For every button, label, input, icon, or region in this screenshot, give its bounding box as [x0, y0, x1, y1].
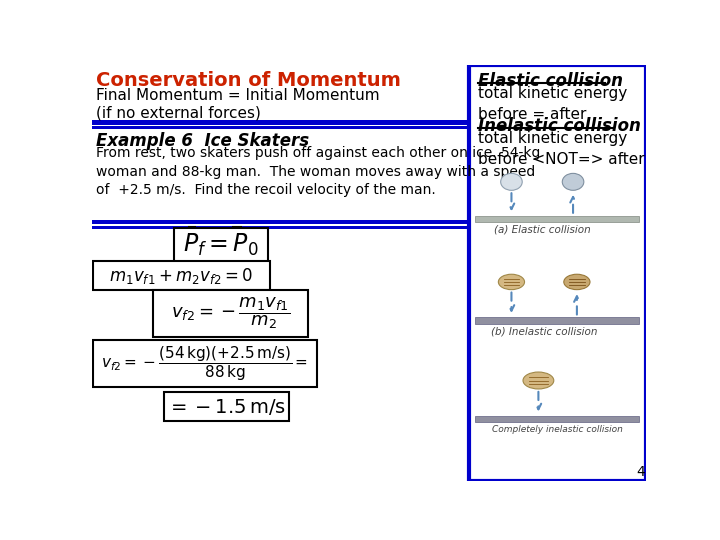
Text: Elastic collision: Elastic collision: [478, 72, 624, 91]
Text: $P_f = P_0$: $P_f = P_0$: [184, 232, 259, 258]
Text: Inelastic collision: Inelastic collision: [478, 117, 642, 135]
Ellipse shape: [562, 173, 584, 190]
Text: 4: 4: [636, 465, 644, 479]
Ellipse shape: [500, 173, 522, 190]
Text: Example 6  Ice Skaters: Example 6 Ice Skaters: [96, 132, 310, 150]
Bar: [475, 416, 639, 422]
Text: $v_{f2} = -\dfrac{m_1v_{f1}}{m_2}$: $v_{f2} = -\dfrac{m_1v_{f1}}{m_2}$: [171, 296, 290, 332]
Text: $m_1v_{f1} + m_2v_{f2} = 0$: $m_1v_{f1} + m_2v_{f2} = 0$: [109, 266, 253, 286]
Bar: [92, 226, 469, 229]
Ellipse shape: [523, 372, 554, 389]
Bar: [92, 220, 469, 224]
FancyBboxPatch shape: [174, 228, 268, 262]
Text: (b) Inelastic collision: (b) Inelastic collision: [491, 327, 598, 336]
Text: Completely inelastic collision: Completely inelastic collision: [492, 425, 623, 434]
Text: From rest, two skaters push off against each other on ice. 54-kg
woman and 88-kg: From rest, two skaters push off against …: [96, 146, 541, 197]
Text: $= -1.5\,\mathrm{m/s}$: $= -1.5\,\mathrm{m/s}$: [167, 397, 286, 417]
Bar: [475, 215, 639, 222]
Text: (a) Elastic collision: (a) Elastic collision: [494, 225, 590, 235]
Ellipse shape: [564, 274, 590, 289]
FancyBboxPatch shape: [93, 261, 270, 291]
FancyBboxPatch shape: [153, 291, 308, 336]
Text: total kinetic energy
before = after: total kinetic energy before = after: [478, 86, 628, 123]
Ellipse shape: [498, 274, 525, 289]
FancyBboxPatch shape: [164, 392, 289, 421]
Bar: [92, 126, 469, 130]
Bar: [92, 120, 469, 125]
Text: Final Momentum = Initial Momentum
(if no external forces): Final Momentum = Initial Momentum (if no…: [96, 88, 380, 120]
FancyBboxPatch shape: [93, 340, 318, 387]
Text: total kinetic energy
before <NOT=> after: total kinetic energy before <NOT=> after: [478, 131, 645, 167]
Bar: [475, 318, 639, 323]
Text: $v_{f2} = -\dfrac{(54\,\mathrm{kg})(+2.5\,\mathrm{m/s})}{88\,\mathrm{kg}} =$: $v_{f2} = -\dfrac{(54\,\mathrm{kg})(+2.5…: [102, 344, 309, 383]
Text: Conservation of Momentum: Conservation of Momentum: [96, 71, 401, 90]
Bar: [469, 65, 647, 481]
